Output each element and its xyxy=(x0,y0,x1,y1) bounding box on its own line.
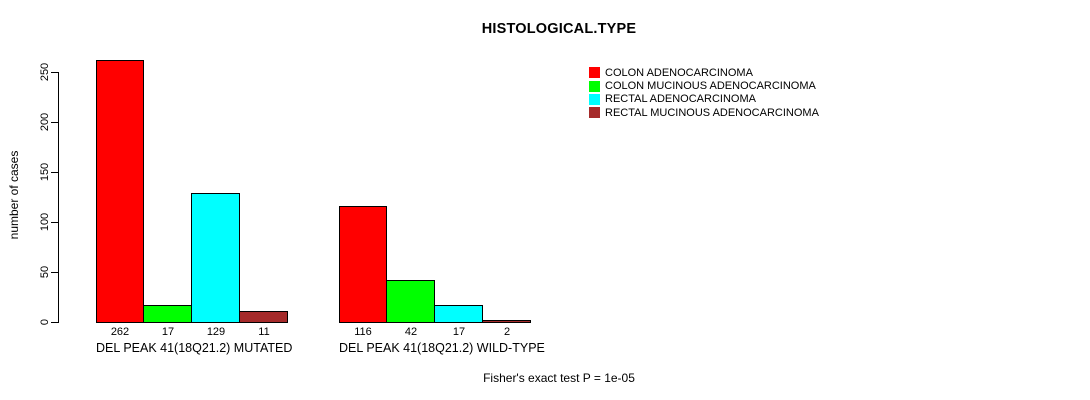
y-axis-tick-label: 200 xyxy=(39,112,51,132)
legend-swatch-rectal-mucinous-adenocarcinoma xyxy=(589,107,600,119)
bar-value-label: 262 xyxy=(110,326,130,338)
legend-item: COLON ADENOCARCINOMA xyxy=(589,66,819,79)
legend-swatch-colon-adenocarcinoma xyxy=(589,67,600,79)
bar-colon-adenocarcinoma xyxy=(339,206,387,323)
bar-value-label: 116 xyxy=(354,326,372,338)
legend-item: RECTAL ADENOCARCINOMA xyxy=(589,93,819,106)
bar-rectal-adenocarcinoma xyxy=(191,193,240,323)
y-axis-line xyxy=(58,72,59,323)
y-axis-tick xyxy=(51,72,59,73)
bar-value-label: 129 xyxy=(206,326,226,338)
legend-label: RECTAL ADENOCARCINOMA xyxy=(605,93,756,106)
y-axis-tick xyxy=(51,272,59,273)
bar-colon-mucinous-adenocarcinoma xyxy=(386,280,435,323)
bar-value-label: 42 xyxy=(404,326,418,338)
y-axis-tick xyxy=(51,122,59,123)
bar-colon-adenocarcinoma xyxy=(96,60,144,323)
bar-rectal-mucinous-adenocarcinoma xyxy=(239,311,288,323)
legend-item: COLON MUCINOUS ADENOCARCINOMA xyxy=(589,79,819,92)
bar-value-label: 17 xyxy=(161,326,175,338)
legend-item: RECTAL MUCINOUS ADENOCARCINOMA xyxy=(589,106,819,119)
bar-rectal-adenocarcinoma xyxy=(434,305,483,323)
y-axis-tick xyxy=(51,172,59,173)
chart-title: HISTOLOGICAL.TYPE xyxy=(481,21,637,37)
group-label: DEL PEAK 41(18Q21.2) WILD-TYPE xyxy=(339,341,545,355)
legend: COLON ADENOCARCINOMA COLON MUCINOUS ADENO… xyxy=(589,66,819,120)
stat-annotation: Fisher's exact test P = 1e-05 xyxy=(483,371,635,385)
legend-label: COLON ADENOCARCINOMA xyxy=(605,66,753,79)
y-axis-tick-label: 100 xyxy=(39,212,51,232)
y-axis-tick-label: 250 xyxy=(39,62,51,82)
bar-value-label: 2 xyxy=(503,326,511,338)
y-axis-tick-label: 50 xyxy=(39,265,51,279)
legend-label: RECTAL MUCINOUS ADENOCARCINOMA xyxy=(605,106,819,119)
y-axis-tick-label: 0 xyxy=(39,318,51,326)
y-axis-tick xyxy=(51,222,59,223)
y-axis-tick-label: 150 xyxy=(39,162,51,182)
bar-colon-mucinous-adenocarcinoma xyxy=(143,305,192,323)
group-label: DEL PEAK 41(18Q21.2) MUTATED xyxy=(96,341,293,355)
y-axis-label: number of cases xyxy=(7,150,21,240)
y-axis-tick xyxy=(51,322,59,323)
bar-value-label: 11 xyxy=(258,326,270,338)
legend-label: COLON MUCINOUS ADENOCARCINOMA xyxy=(605,80,816,93)
legend-swatch-rectal-adenocarcinoma xyxy=(589,93,600,105)
legend-swatch-colon-mucinous-adenocarcinoma xyxy=(589,80,600,92)
bar-value-label: 17 xyxy=(452,326,466,338)
bar-rectal-mucinous-adenocarcinoma xyxy=(482,320,531,323)
